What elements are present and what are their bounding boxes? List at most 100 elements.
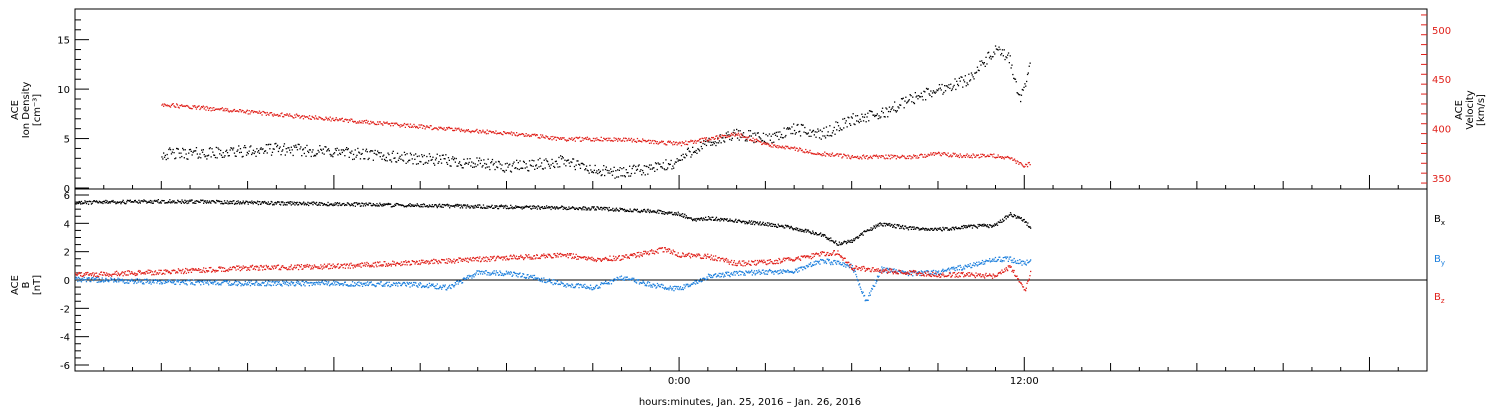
bx-point (668, 212, 670, 214)
velocity-point (673, 141, 675, 143)
density-point (437, 162, 439, 164)
bx-point (249, 201, 251, 203)
density-point (240, 151, 242, 153)
bx-point (997, 221, 999, 223)
bz-point (111, 275, 113, 277)
by-point (203, 280, 205, 282)
by-point (1020, 262, 1022, 264)
bz-point (121, 271, 123, 273)
density-point (549, 167, 551, 169)
bx-point (794, 228, 796, 230)
by-point (167, 281, 170, 283)
bx-point (804, 228, 807, 230)
velocity-point (415, 125, 418, 128)
by-point (640, 282, 642, 284)
by-point (554, 283, 556, 285)
bx-point (461, 205, 463, 208)
by-point (594, 287, 596, 289)
velocity-point (868, 157, 871, 159)
velocity-point (824, 155, 827, 157)
velocity-point (364, 120, 366, 122)
density-point (963, 79, 965, 81)
bx-point (871, 229, 873, 231)
density-point (339, 152, 341, 154)
by-point (112, 279, 114, 281)
density-point (862, 120, 865, 122)
velocity-point (386, 121, 388, 123)
by-point (986, 260, 988, 262)
density-point (807, 132, 809, 134)
density-point (803, 131, 805, 133)
density-point (179, 156, 181, 159)
density-point (218, 148, 220, 151)
by-point (495, 270, 497, 272)
density-point (317, 149, 319, 152)
density-point (358, 152, 361, 154)
velocity-point (527, 134, 529, 136)
by-point (180, 281, 182, 283)
bx-point (164, 202, 167, 204)
by-point (840, 264, 843, 266)
velocity-point (788, 147, 790, 150)
by-point (523, 276, 525, 279)
by-point (470, 275, 472, 277)
by-point (733, 272, 735, 274)
bx-point (693, 218, 695, 220)
by-point (914, 271, 916, 273)
velocity-point (390, 122, 393, 124)
velocity-point (329, 116, 331, 118)
velocity-point (213, 107, 215, 109)
velocity-point (863, 156, 866, 158)
density-point (920, 92, 922, 94)
density-point (629, 165, 631, 167)
velocity-point (274, 114, 276, 116)
velocity-point (587, 138, 589, 141)
velocity-point (943, 152, 945, 154)
bx-point (467, 206, 469, 208)
by-point (656, 282, 659, 285)
velocity-point (635, 141, 638, 143)
by-point (841, 263, 843, 266)
bx-point (886, 224, 889, 226)
bx-point (727, 220, 729, 222)
by-point (587, 286, 590, 288)
density-point (875, 114, 877, 117)
velocity-point (936, 152, 938, 154)
density-point (480, 159, 482, 161)
bx-point (793, 228, 795, 230)
velocity-point (185, 105, 187, 107)
velocity-point (935, 153, 937, 155)
velocity-point (594, 137, 596, 140)
bx-point (420, 206, 423, 208)
by-point (145, 281, 147, 284)
velocity-point (351, 118, 353, 120)
density-point (633, 164, 635, 166)
bz-point (160, 269, 162, 272)
density-point (748, 130, 750, 132)
by-point (256, 284, 259, 286)
bx-point (568, 206, 570, 208)
density-point (370, 150, 372, 152)
velocity-point (391, 122, 393, 124)
by-point (825, 261, 827, 263)
density-point (966, 82, 968, 84)
density-point (276, 144, 279, 146)
by-point (125, 279, 127, 281)
by-point (328, 281, 330, 283)
by-point (189, 280, 191, 282)
bx-point (658, 209, 661, 212)
bx-point (758, 224, 760, 226)
bx-point (107, 202, 109, 204)
by-point (307, 282, 309, 284)
velocity-point (359, 121, 362, 124)
bx-point (121, 201, 123, 203)
by-point (682, 288, 684, 291)
by-point (303, 284, 305, 286)
velocity-point (434, 127, 437, 129)
density-point (852, 113, 854, 115)
velocity-point (473, 131, 475, 133)
bz-point (137, 270, 139, 273)
velocity-point (341, 117, 343, 119)
bx-point (565, 206, 567, 209)
velocity-point (337, 120, 339, 122)
